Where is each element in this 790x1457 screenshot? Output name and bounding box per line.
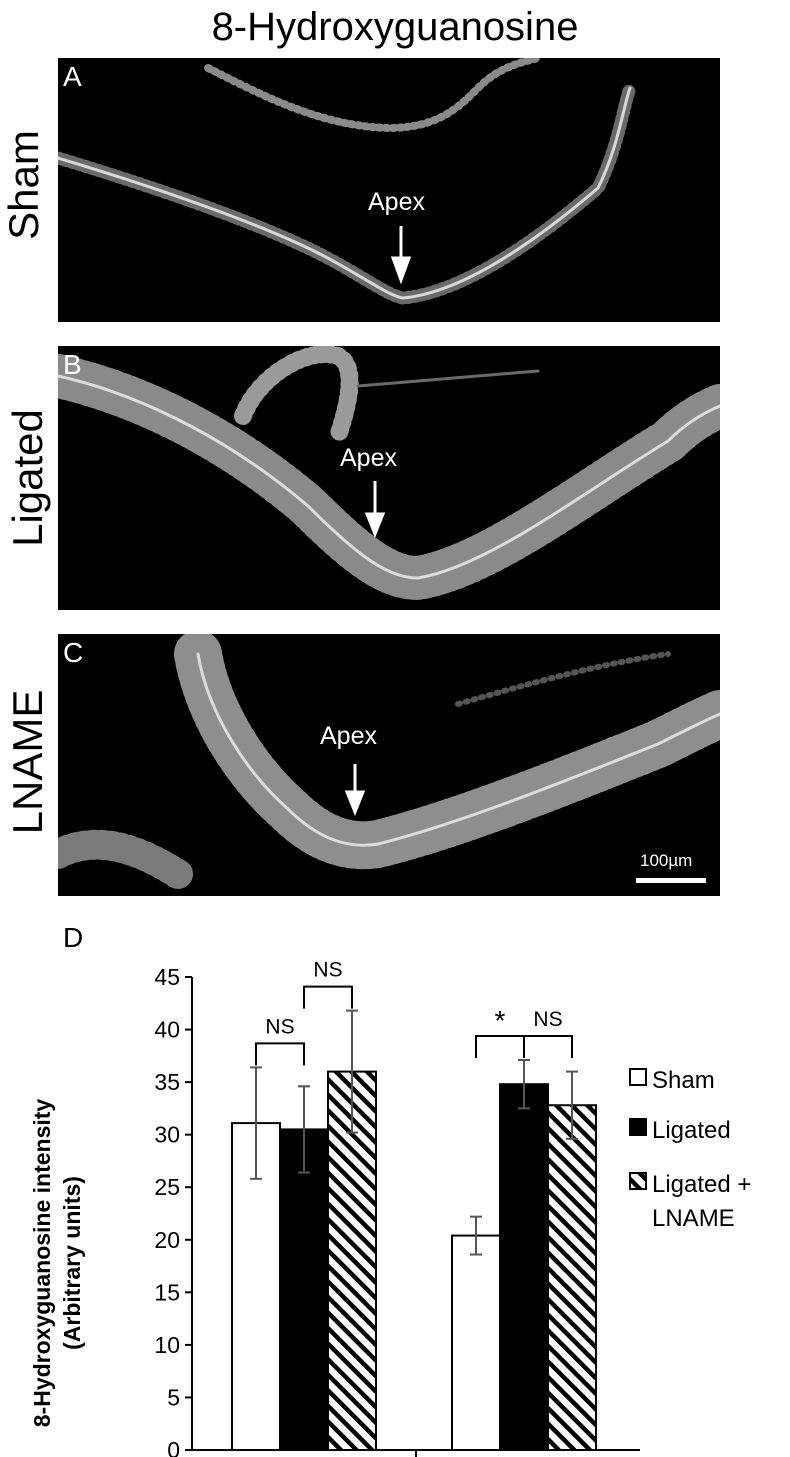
micrograph-panel-c: C Apex 100µm (58, 634, 720, 896)
panel-letter-b: B (63, 349, 82, 380)
y-axis-label: 8-Hydroxyguanosine intensity (Arbitrary … (29, 1099, 85, 1428)
micrograph-panel-b: B Apex (58, 346, 720, 610)
y-tick-label: 30 (154, 1122, 180, 1148)
y-tick-label: 25 (154, 1174, 180, 1200)
significance-label: * (495, 1005, 506, 1036)
significance-bracket (303, 985, 353, 1009)
micrograph-panel-a: A Apex (58, 58, 720, 322)
legend-swatch-2 (629, 1118, 647, 1136)
panel-letter-d: D (63, 922, 83, 953)
row-label-ligated: Ligated (4, 409, 51, 547)
legend-label-1: Sham (652, 1067, 715, 1094)
y-axis-label-line1: 8-Hydroxyguanosine intensity (29, 1099, 55, 1428)
panel-letter-c: C (63, 637, 84, 668)
scale-bar (636, 878, 706, 883)
bar-chart: D 8-Hydroxyguanosine intensity (Arbitrar… (29, 922, 751, 1457)
legend-label-2: Ligated (652, 1117, 731, 1144)
significance-label: NS (313, 959, 342, 982)
bar-media-ligated-lname (547, 1104, 597, 1451)
bar-intima-ligated (279, 1128, 329, 1452)
significance-bracket (523, 1035, 573, 1059)
significance-label: NS (265, 1015, 294, 1038)
y-tick-label: 35 (154, 1069, 180, 1095)
scale-bar-label: 100µm (640, 851, 693, 870)
apex-label-b: Apex (340, 444, 397, 472)
significance-bracket (475, 1035, 525, 1059)
panel-letter-a: A (63, 61, 82, 92)
y-tick-label: 5 (167, 1384, 180, 1410)
row-label-lname: LNAME (4, 689, 51, 835)
micrograph-a-image (58, 58, 637, 305)
legend-label-3: LNAME (652, 1205, 735, 1232)
micrograph-b-image (58, 346, 720, 601)
y-tick-label: 45 (154, 964, 180, 990)
significance-bracket (255, 1042, 305, 1066)
micrograph-c-image (58, 634, 720, 889)
apex-label-a: Apex (368, 188, 425, 216)
y-axis-label-line2: (Arbitrary units) (59, 1176, 85, 1350)
y-tick-label: 40 (154, 1017, 180, 1043)
legend-label-3: Ligated + (652, 1171, 751, 1198)
bar-media-sham (451, 1234, 501, 1451)
y-tick-label: 0 (167, 1437, 180, 1457)
bar-media-ligated (499, 1083, 549, 1451)
legend-swatch-1 (629, 1068, 647, 1086)
y-tick-label: 10 (154, 1332, 180, 1358)
y-tick-label: 15 (154, 1279, 180, 1305)
significance-label: NS (533, 1008, 562, 1031)
row-label-sham: Sham (0, 130, 47, 240)
bar-intima-ligated-lname (327, 1070, 377, 1451)
legend-swatch-3 (629, 1172, 647, 1190)
figure-title: 8-Hydroxyguanosine (211, 5, 579, 49)
apex-label-c: Apex (320, 722, 377, 750)
y-tick-label: 20 (154, 1227, 180, 1253)
